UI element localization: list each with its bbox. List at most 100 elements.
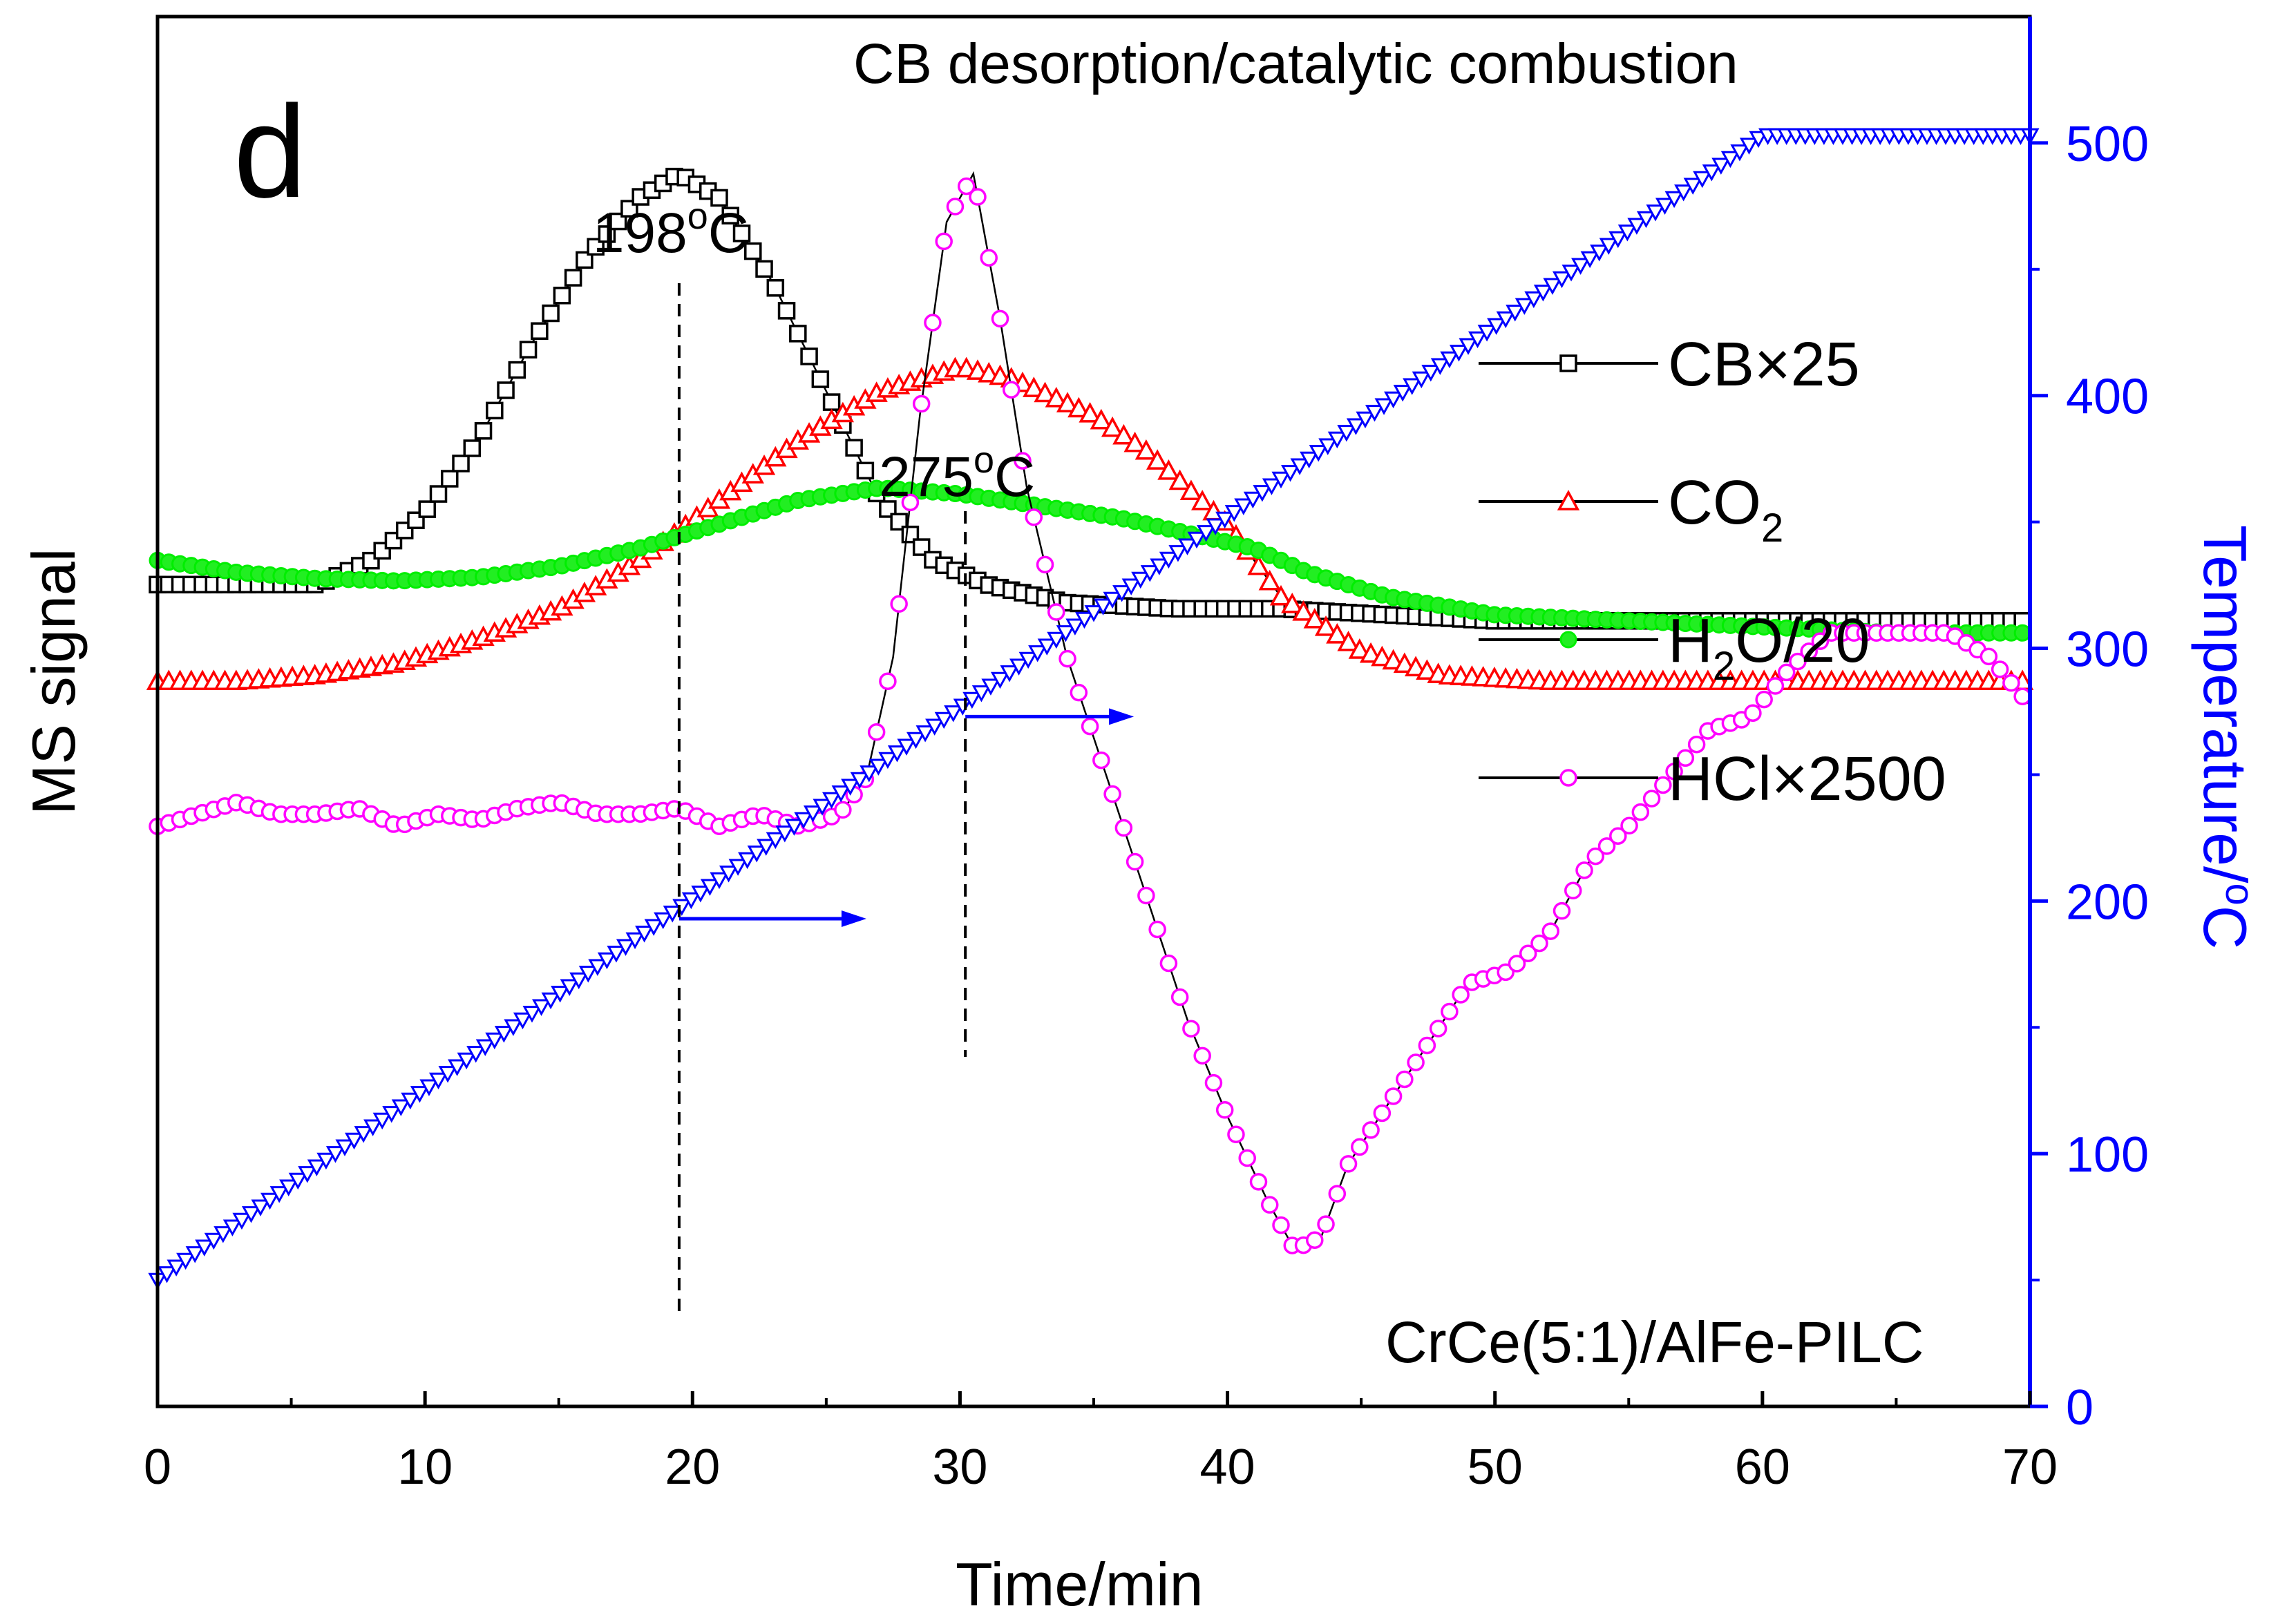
data-point bbox=[635, 926, 654, 943]
data-point bbox=[2002, 674, 2020, 692]
data-point bbox=[474, 422, 493, 440]
data-point bbox=[1777, 663, 1796, 682]
data-point bbox=[1487, 318, 1506, 335]
catalyst-label: CrCe(5:1)/AlFe-PILC bbox=[1385, 1310, 1924, 1375]
data-point bbox=[1477, 325, 1497, 342]
data-point bbox=[551, 986, 570, 1003]
legend-label: CB×25 bbox=[1668, 330, 1860, 399]
data-point bbox=[1159, 551, 1178, 569]
data-point bbox=[794, 812, 813, 830]
data-point bbox=[1123, 431, 1146, 452]
data-point bbox=[1359, 642, 1383, 663]
data-point bbox=[279, 1179, 298, 1196]
data-point bbox=[822, 393, 841, 411]
data-point bbox=[1373, 1104, 1392, 1123]
legend-label-main: CB bbox=[1668, 330, 1754, 399]
data-point bbox=[878, 752, 898, 770]
data-point bbox=[1441, 1002, 1459, 1021]
data-point bbox=[1393, 385, 1412, 402]
data-point bbox=[1140, 565, 1159, 582]
data-point bbox=[1590, 245, 1609, 262]
data-point bbox=[616, 939, 636, 956]
data-point bbox=[457, 1052, 476, 1070]
data-point bbox=[1586, 847, 1605, 866]
data-point bbox=[890, 595, 908, 613]
data-point bbox=[1346, 418, 1365, 435]
data-point bbox=[1090, 408, 1112, 430]
data-point bbox=[1148, 920, 1166, 939]
data-point bbox=[800, 347, 818, 365]
data-point bbox=[803, 805, 823, 823]
data-point bbox=[1739, 137, 1759, 155]
data-point bbox=[822, 792, 842, 810]
data-point bbox=[1262, 478, 1281, 495]
data-point bbox=[1683, 178, 1702, 195]
data-point bbox=[1309, 445, 1328, 462]
data-point bbox=[1515, 298, 1534, 315]
data-point bbox=[1365, 405, 1385, 422]
data-point bbox=[167, 1259, 186, 1277]
data-point bbox=[1497, 963, 1515, 982]
legend-entry: CB×25 bbox=[1479, 330, 1860, 399]
legend-marker bbox=[1559, 769, 1577, 787]
data-point bbox=[1281, 465, 1300, 482]
data-point bbox=[494, 1026, 513, 1043]
data-point bbox=[325, 1146, 345, 1163]
data-point bbox=[1103, 591, 1122, 609]
data-point bbox=[868, 758, 888, 776]
data-point bbox=[1187, 531, 1206, 549]
data-point bbox=[1003, 381, 1020, 399]
series-h2o-20 bbox=[149, 479, 2031, 642]
data-point bbox=[2013, 624, 2031, 642]
data-point bbox=[1627, 218, 1646, 235]
data-point bbox=[969, 188, 987, 206]
data-point bbox=[1081, 717, 1099, 736]
data-point bbox=[1608, 231, 1628, 249]
data-point bbox=[519, 341, 538, 359]
annotation-value: 198 bbox=[593, 202, 687, 265]
data-point bbox=[401, 1092, 420, 1110]
data-point bbox=[1337, 425, 1356, 442]
data-point bbox=[1067, 397, 1090, 418]
data-point bbox=[732, 225, 751, 242]
data-point bbox=[710, 189, 728, 207]
data-point bbox=[553, 287, 571, 305]
right-tick-label: 100 bbox=[2066, 1127, 2149, 1183]
data-point bbox=[1403, 378, 1422, 395]
data-point bbox=[789, 325, 807, 343]
data-point bbox=[195, 1239, 214, 1257]
data-point bbox=[576, 251, 594, 269]
data-point bbox=[1348, 638, 1371, 659]
data-point bbox=[1328, 1185, 1347, 1203]
arrow-head bbox=[1109, 708, 1134, 725]
data-point bbox=[1351, 1138, 1369, 1156]
data-point bbox=[609, 212, 627, 231]
data-point bbox=[1146, 449, 1169, 470]
data-point bbox=[1327, 431, 1347, 449]
data-point bbox=[213, 1226, 233, 1243]
data-point bbox=[1281, 592, 1304, 613]
data-point bbox=[1800, 642, 1818, 660]
data-point bbox=[1034, 381, 1056, 403]
data-point bbox=[391, 1099, 410, 1116]
data-point bbox=[1272, 1216, 1290, 1234]
data-point bbox=[1384, 1087, 1403, 1105]
legend-marker bbox=[1559, 631, 1577, 649]
data-point bbox=[1103, 785, 1121, 803]
data-point bbox=[719, 866, 739, 883]
series-temperature bbox=[148, 128, 2040, 1290]
data-point bbox=[419, 1079, 439, 1096]
data-point bbox=[382, 1106, 401, 1123]
data-point bbox=[1317, 1215, 1335, 1233]
data-point bbox=[1056, 625, 1075, 642]
data-point bbox=[738, 852, 757, 870]
data-point bbox=[1047, 603, 1065, 621]
data-point bbox=[438, 1066, 457, 1083]
data-point bbox=[906, 732, 926, 749]
data-point bbox=[1126, 852, 1144, 871]
data-point bbox=[1429, 1020, 1447, 1038]
data-point bbox=[1037, 638, 1056, 656]
